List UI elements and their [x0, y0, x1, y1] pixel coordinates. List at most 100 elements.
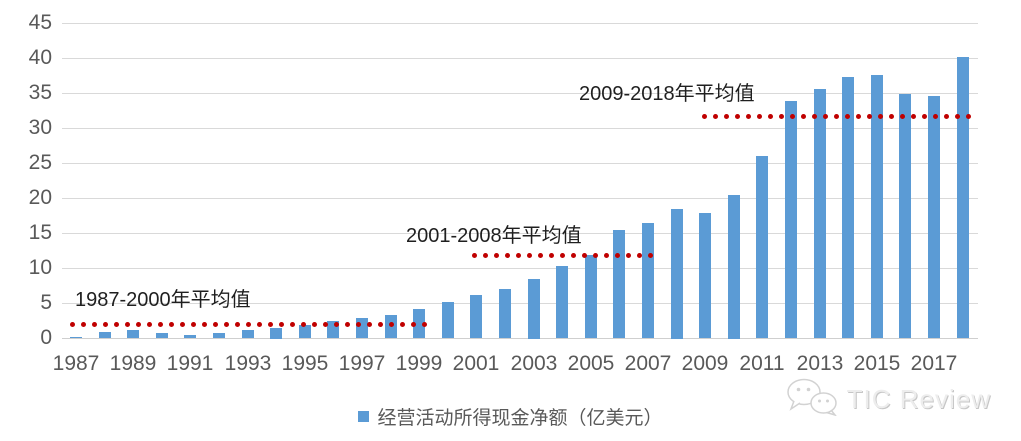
- y-tick-35: 35: [28, 81, 52, 104]
- y-tick-15: 15: [28, 221, 52, 244]
- avg-line-dot: [812, 114, 817, 119]
- gridline-15: [62, 233, 978, 234]
- avg-line-dot: [823, 114, 828, 119]
- avg-line-dot: [246, 322, 251, 327]
- avg-line-dot: [114, 322, 119, 327]
- avg-line-dot: [516, 253, 521, 258]
- y-tick-5: 5: [40, 291, 52, 314]
- avg-line-label-1987-2000: 1987-2000年平均值: [75, 289, 251, 311]
- x-tick-1987: 1987: [52, 352, 100, 375]
- avg-line-dot: [911, 114, 916, 119]
- avg-line-dot: [889, 114, 894, 119]
- y-tick-30: 30: [28, 116, 52, 139]
- avg-line-dot: [268, 322, 273, 327]
- bar-2005: [585, 255, 597, 338]
- avg-line-dot: [637, 253, 642, 258]
- x-tick-2007: 2007: [624, 352, 672, 375]
- x-tick-1997: 1997: [338, 352, 386, 375]
- avg-line-dot: [213, 322, 218, 327]
- bar-2012: [785, 101, 797, 338]
- y-tick-40: 40: [28, 46, 52, 69]
- gridline-30: [62, 128, 978, 129]
- bar-1987: [70, 337, 82, 338]
- avg-line-dot: [158, 322, 163, 327]
- avg-line-dot: [494, 253, 499, 258]
- avg-line-dot: [147, 322, 152, 327]
- x-tick-1999: 1999: [395, 352, 443, 375]
- gridline-0: [62, 338, 978, 339]
- avg-line-dot: [378, 322, 383, 327]
- avg-line-dot: [571, 253, 576, 258]
- bar-1990: [156, 333, 168, 338]
- y-tick-20: 20: [28, 186, 52, 209]
- avg-line-dot: [856, 114, 861, 119]
- bar-2013: [814, 89, 826, 338]
- avg-line-dot: [472, 253, 477, 258]
- avg-line-dot: [235, 322, 240, 327]
- avg-line-dot: [538, 253, 543, 258]
- bar-2004: [556, 266, 568, 338]
- bar-1993: [242, 330, 254, 338]
- avg-line-dot: [922, 114, 927, 119]
- avg-line-dot: [312, 322, 317, 327]
- bar-2017: [928, 96, 940, 338]
- bar-2018: [957, 57, 969, 338]
- avg-line-dot: [345, 322, 350, 327]
- bar-2010: [728, 195, 740, 339]
- avg-line-dot: [411, 322, 416, 327]
- x-tick-2001: 2001: [452, 352, 500, 375]
- avg-line-dot: [746, 114, 751, 119]
- bar-1995: [299, 325, 311, 338]
- bar-1999: [413, 309, 425, 338]
- avg-line-dot: [626, 253, 631, 258]
- y-tick-25: 25: [28, 151, 52, 174]
- gridline-10: [62, 268, 978, 269]
- avg-line-dot: [702, 114, 707, 119]
- avg-line-dot: [125, 322, 130, 327]
- avg-line-dot: [301, 322, 306, 327]
- avg-line-dot: [779, 114, 784, 119]
- avg-line-dot: [944, 114, 949, 119]
- avg-line-dot: [180, 322, 185, 327]
- x-tick-2005: 2005: [567, 352, 615, 375]
- bar-1994: [270, 328, 282, 339]
- avg-line-dot: [279, 322, 284, 327]
- avg-line-dot: [735, 114, 740, 119]
- gridline-40: [62, 58, 978, 59]
- bar-2011: [756, 156, 768, 338]
- bar-2007: [642, 223, 654, 338]
- avg-line-dot: [757, 114, 762, 119]
- watermark-label: TIC Review: [846, 384, 991, 414]
- avg-line-dot: [389, 322, 394, 327]
- bar-2008: [671, 209, 683, 339]
- avg-line-dot: [582, 253, 587, 258]
- y-tick-10: 10: [28, 256, 52, 279]
- bar-2002: [499, 289, 511, 338]
- x-tick-1991: 1991: [166, 352, 214, 375]
- bar-1992: [213, 333, 225, 338]
- avg-line-dot: [400, 322, 405, 327]
- gridline-45: [62, 23, 978, 24]
- bar-2014: [842, 77, 854, 338]
- wechat-icon: [785, 378, 839, 421]
- avg-line-label-2009-2018: 2009-2018年平均值: [579, 83, 755, 105]
- avg-line-dot: [867, 114, 872, 119]
- avg-line-dot: [334, 322, 339, 327]
- x-tick-2011: 2011: [739, 352, 785, 375]
- avg-line-dot: [169, 322, 174, 327]
- bar-2006: [613, 230, 625, 338]
- x-tick-2009: 2009: [681, 352, 729, 375]
- avg-line-dot: [801, 114, 806, 119]
- bar-2001: [470, 295, 482, 338]
- watermark: TIC Review: [785, 378, 991, 421]
- chart-legend: 经营活动所得现金净额（亿美元）: [0, 403, 1021, 429]
- avg-line-dot: [900, 114, 905, 119]
- y-tick-0: 0: [40, 326, 52, 349]
- avg-line-dot: [604, 253, 609, 258]
- x-tick-2013: 2013: [796, 352, 844, 375]
- avg-line-dot: [191, 322, 196, 327]
- avg-line-dot: [790, 114, 795, 119]
- gridline-20: [62, 198, 978, 199]
- avg-line-dot: [70, 322, 75, 327]
- avg-line-dot: [323, 322, 328, 327]
